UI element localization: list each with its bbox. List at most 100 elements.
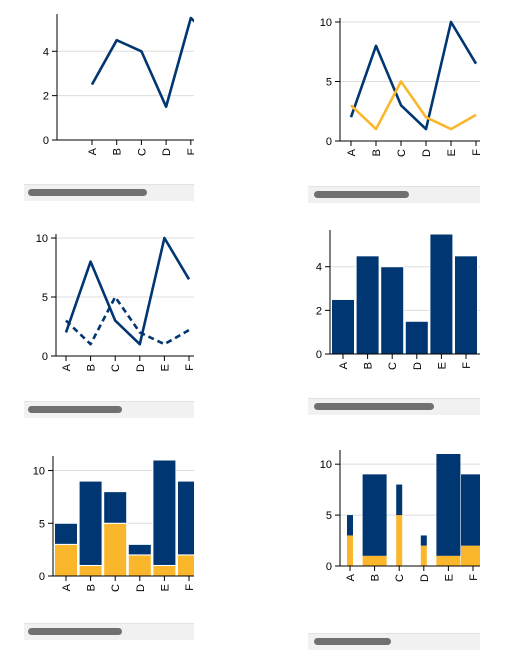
y-tick-label: 10 [320, 17, 332, 29]
horizontal-scrollbar-4[interactable] [308, 398, 480, 415]
bar-segment-F-1 [461, 545, 480, 566]
horizontal-scrollbar-2[interactable] [308, 186, 480, 203]
y-tick-label: 2 [316, 305, 322, 317]
y-tick-label: 2 [43, 91, 49, 103]
bar-segment-B-1 [362, 555, 387, 566]
bar-D [404, 320, 429, 355]
x-tick-label: B [112, 148, 124, 155]
horizontal-scrollbar-3[interactable] [24, 401, 194, 418]
x-tick-label: F [461, 362, 473, 369]
x-tick-label: C [110, 364, 122, 372]
y-tick-label: 0 [39, 571, 45, 583]
y-tick-label: 5 [326, 510, 332, 522]
x-tick-label: B [371, 149, 383, 156]
bar-segment-A-1 [54, 543, 78, 577]
bar-segment-D-1 [127, 554, 152, 577]
bar-segment-B-1 [78, 564, 103, 577]
bar-B [355, 255, 380, 355]
y-tick-label: 5 [42, 292, 48, 304]
series-line-2 [350, 80, 477, 131]
bar-segment-E-1 [152, 564, 177, 577]
horizontal-scrollbar-6[interactable] [308, 633, 480, 650]
y-tick-label: 4 [43, 46, 49, 58]
y-tick-label: 10 [320, 459, 332, 471]
x-tick-label: C [396, 149, 408, 157]
bar-segment-E-2 [436, 454, 461, 556]
chart-svg-6: 0 5 10 A B C D E F [320, 450, 480, 582]
x-tick-label: B [86, 364, 98, 371]
x-tick-label: A [338, 361, 350, 369]
x-tick-label: B [363, 362, 375, 369]
x-tick-label: D [419, 574, 431, 582]
x-tick-label: A [61, 363, 73, 371]
x-tick-label: E [159, 364, 171, 371]
y-tick-label: 0 [326, 561, 332, 573]
scrollbar-thumb-3[interactable] [28, 406, 122, 413]
x-tick-label: E [436, 362, 448, 369]
x-tick-label: D [421, 149, 433, 157]
y-tick-label: 0 [42, 351, 48, 363]
chart-svg-3: 0 5 10 A B C D E F [36, 233, 194, 372]
scrollbar-thumb-5[interactable] [28, 628, 122, 635]
x-tick-label: A [87, 147, 99, 155]
series-line-1 [64, 236, 191, 346]
chart-panel-bar: 0 2 4 A B C D E F [308, 228, 480, 400]
x-tick-label: E [446, 149, 458, 156]
chart-panel-line-dashed: 0 5 10 A B C D E F [24, 228, 194, 402]
bar-segment-E-2 [152, 459, 177, 566]
bar-segment-C-2 [103, 491, 128, 524]
x-tick-label: D [135, 584, 147, 592]
x-tick-label: E [443, 574, 455, 581]
bar-segment-C-2 [396, 484, 403, 516]
scrollbar-thumb-2[interactable] [314, 191, 409, 198]
bar-segment-D-1 [420, 545, 427, 566]
bar-segment-C-1 [103, 522, 128, 577]
bar-segment-D-2 [420, 535, 427, 546]
bar-segment-A-1 [347, 535, 353, 566]
scrollbar-thumb-6[interactable] [314, 638, 391, 645]
bar-segment-D-2 [127, 543, 152, 556]
bar-segment-C-1 [396, 515, 403, 566]
bar-segment-B-2 [78, 480, 103, 566]
x-tick-label: F [471, 149, 480, 156]
bar-segment-A-2 [347, 515, 353, 536]
bar-F [454, 255, 478, 355]
x-tick-label: E [159, 584, 171, 591]
x-tick-label: B [86, 584, 98, 591]
series-line-1 [90, 16, 194, 109]
y-tick-label: 0 [43, 135, 49, 147]
y-tick-label: 5 [39, 518, 45, 530]
bar-segment-E-1 [436, 555, 461, 566]
series-line-2 [65, 295, 190, 346]
chart-svg-5: 0 5 10 A B C D E F [33, 456, 194, 592]
x-tick-label: A [346, 148, 358, 156]
x-tick-label: B [370, 574, 382, 581]
horizontal-scrollbar-5[interactable] [24, 623, 194, 640]
horizontal-scrollbar-1[interactable] [24, 184, 194, 201]
x-tick-label: D [412, 362, 424, 370]
y-tick-label: 4 [316, 262, 322, 274]
chart-svg-2: 0 5 10 A B C D E F [320, 17, 480, 157]
x-tick-label: A [345, 573, 357, 581]
y-tick-label: 10 [36, 233, 48, 245]
x-tick-label: D [135, 364, 147, 372]
scrollbar-thumb-1[interactable] [28, 189, 147, 196]
bar-A [331, 298, 355, 355]
x-tick-label: C [136, 148, 148, 156]
x-tick-label: F [468, 574, 480, 581]
chart-svg-4: 0 2 4 A B C D E F [316, 230, 480, 370]
scrollbar-thumb-4[interactable] [314, 403, 434, 410]
bar-segment-F-2 [177, 480, 194, 556]
x-tick-label: F [184, 584, 194, 591]
series-line-1 [349, 20, 478, 131]
y-tick-label: 0 [316, 349, 322, 361]
x-tick-label: C [110, 584, 122, 592]
chart-panel-floating-bar: 0 5 10 A B C D E F [308, 442, 480, 634]
x-tick-label: F [184, 364, 194, 371]
bar-segment-A-2 [54, 522, 78, 545]
y-tick-label: 0 [326, 136, 332, 148]
y-tick-label: 10 [33, 466, 45, 478]
bar-segment-B-2 [362, 474, 387, 556]
